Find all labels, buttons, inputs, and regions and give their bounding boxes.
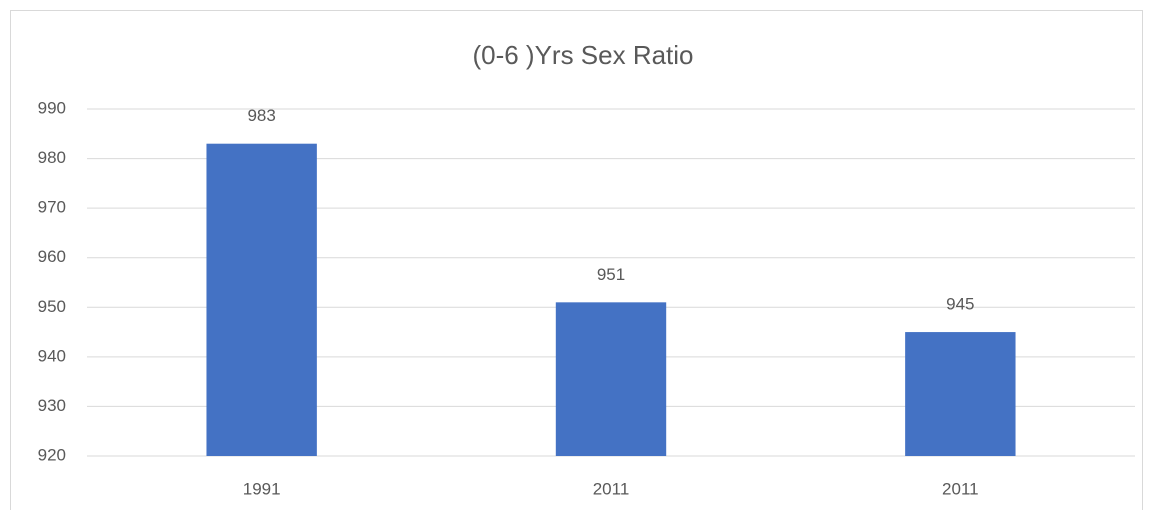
data-label: 945: [946, 295, 974, 314]
y-tick-label: 960: [38, 247, 66, 266]
y-tick-label: 980: [38, 148, 66, 167]
y-tick-label: 950: [38, 297, 66, 316]
y-tick-label: 940: [38, 346, 66, 365]
y-tick-label: 970: [38, 198, 66, 217]
chart-frame: [10, 10, 1143, 510]
x-tick-label: 1991: [243, 479, 281, 498]
data-label: 983: [247, 106, 275, 125]
y-tick-label: 930: [38, 396, 66, 415]
y-tick-label: 920: [38, 445, 66, 464]
bar: [905, 332, 1016, 456]
x-tick-label: 2011: [942, 479, 979, 498]
chart-title: (0-6 )Yrs Sex Ratio: [472, 40, 693, 70]
x-tick-label: 2011: [593, 479, 630, 498]
bar: [555, 302, 667, 456]
data-label: 951: [597, 265, 625, 284]
bar: [206, 143, 317, 456]
y-tick-label: 990: [38, 98, 66, 117]
